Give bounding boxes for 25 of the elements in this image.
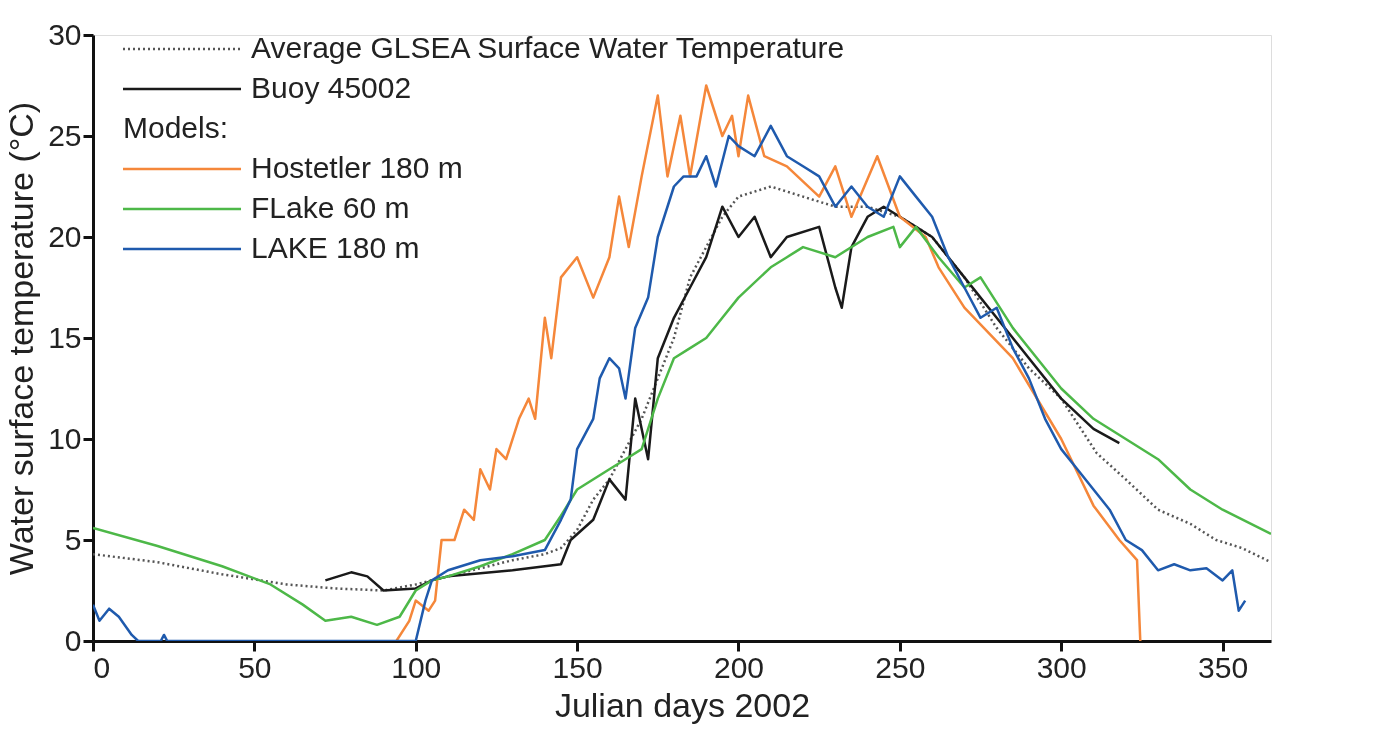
y-tick-label: 15 [48,320,82,354]
x-tick-label: 100 [391,650,442,684]
x-tick-label: 50 [238,650,272,684]
y-tick-label: 10 [48,421,82,455]
y-axis-title: Water surface temperature (°C) [2,101,41,576]
line-series [93,225,1271,627]
y-tick-label: 30 [48,17,82,51]
legend-label: Buoy 45002 [251,71,412,104]
x-tick-label: 150 [552,650,603,684]
x-tick-label: 250 [875,650,926,684]
legend-label: FLake 60 m [251,191,410,224]
legend-label: LAKE 180 m [251,231,420,264]
x-tick-label: 350 [1198,650,1249,684]
y-tick-label: 0 [64,623,82,657]
y-tick-label: 20 [48,219,82,253]
y-tick-label: 25 [48,118,82,152]
x-tick-label: 200 [713,650,765,684]
x-axis-title: Julian days 2002 [554,685,811,724]
legend-label: Average GLSEA Surface Water Temperature [251,31,845,64]
legend-label: Hostetler 180 m [251,151,463,184]
annotation: Models: [123,111,229,144]
x-tick-label: 300 [1036,650,1087,684]
line-series [93,185,1271,592]
y-tick-label: 5 [64,522,82,556]
x-tick-label: 0 [93,650,111,684]
